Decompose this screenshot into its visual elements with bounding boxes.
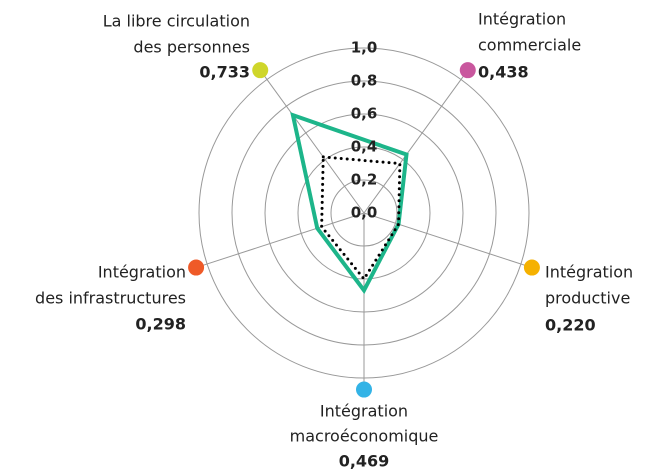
axis-line [363, 69, 469, 214]
r-tick-label: 0,6 [351, 105, 378, 123]
value-label: 0,469 [339, 452, 390, 471]
category-label: Intégration [478, 10, 566, 29]
category-label: des infrastructures [35, 289, 186, 308]
category-dot [523, 259, 540, 276]
r-tick-label: 0,4 [351, 138, 378, 156]
value-label: 0,733 [199, 63, 250, 82]
axis-line [259, 69, 365, 214]
category-dot [459, 62, 476, 79]
category-label: Intégration [545, 263, 633, 282]
category-label: productive [545, 289, 630, 308]
category-dot [356, 381, 372, 398]
value-label: 0,220 [545, 316, 596, 335]
r-tick-label: 0,8 [351, 72, 378, 90]
category-label: macroéconomique [290, 427, 439, 446]
r-tick-label: 0,2 [351, 171, 378, 189]
category-label: des personnes [133, 38, 250, 57]
axis-line [363, 212, 533, 269]
category-label: commerciale [478, 36, 581, 55]
category-dot [252, 62, 269, 79]
category-label: Intégration [320, 402, 408, 421]
r-tick-label: 1,0 [351, 39, 378, 57]
axis-line [195, 212, 365, 269]
category-label: Intégration [98, 263, 186, 282]
category-label: La libre circulation [103, 12, 250, 31]
category-dot [188, 259, 205, 276]
series-line [320, 155, 402, 282]
value-label: 0,298 [135, 315, 186, 334]
value-label: 0,438 [478, 63, 529, 82]
series-line [290, 112, 409, 295]
r-tick-label: 0,0 [351, 204, 378, 222]
